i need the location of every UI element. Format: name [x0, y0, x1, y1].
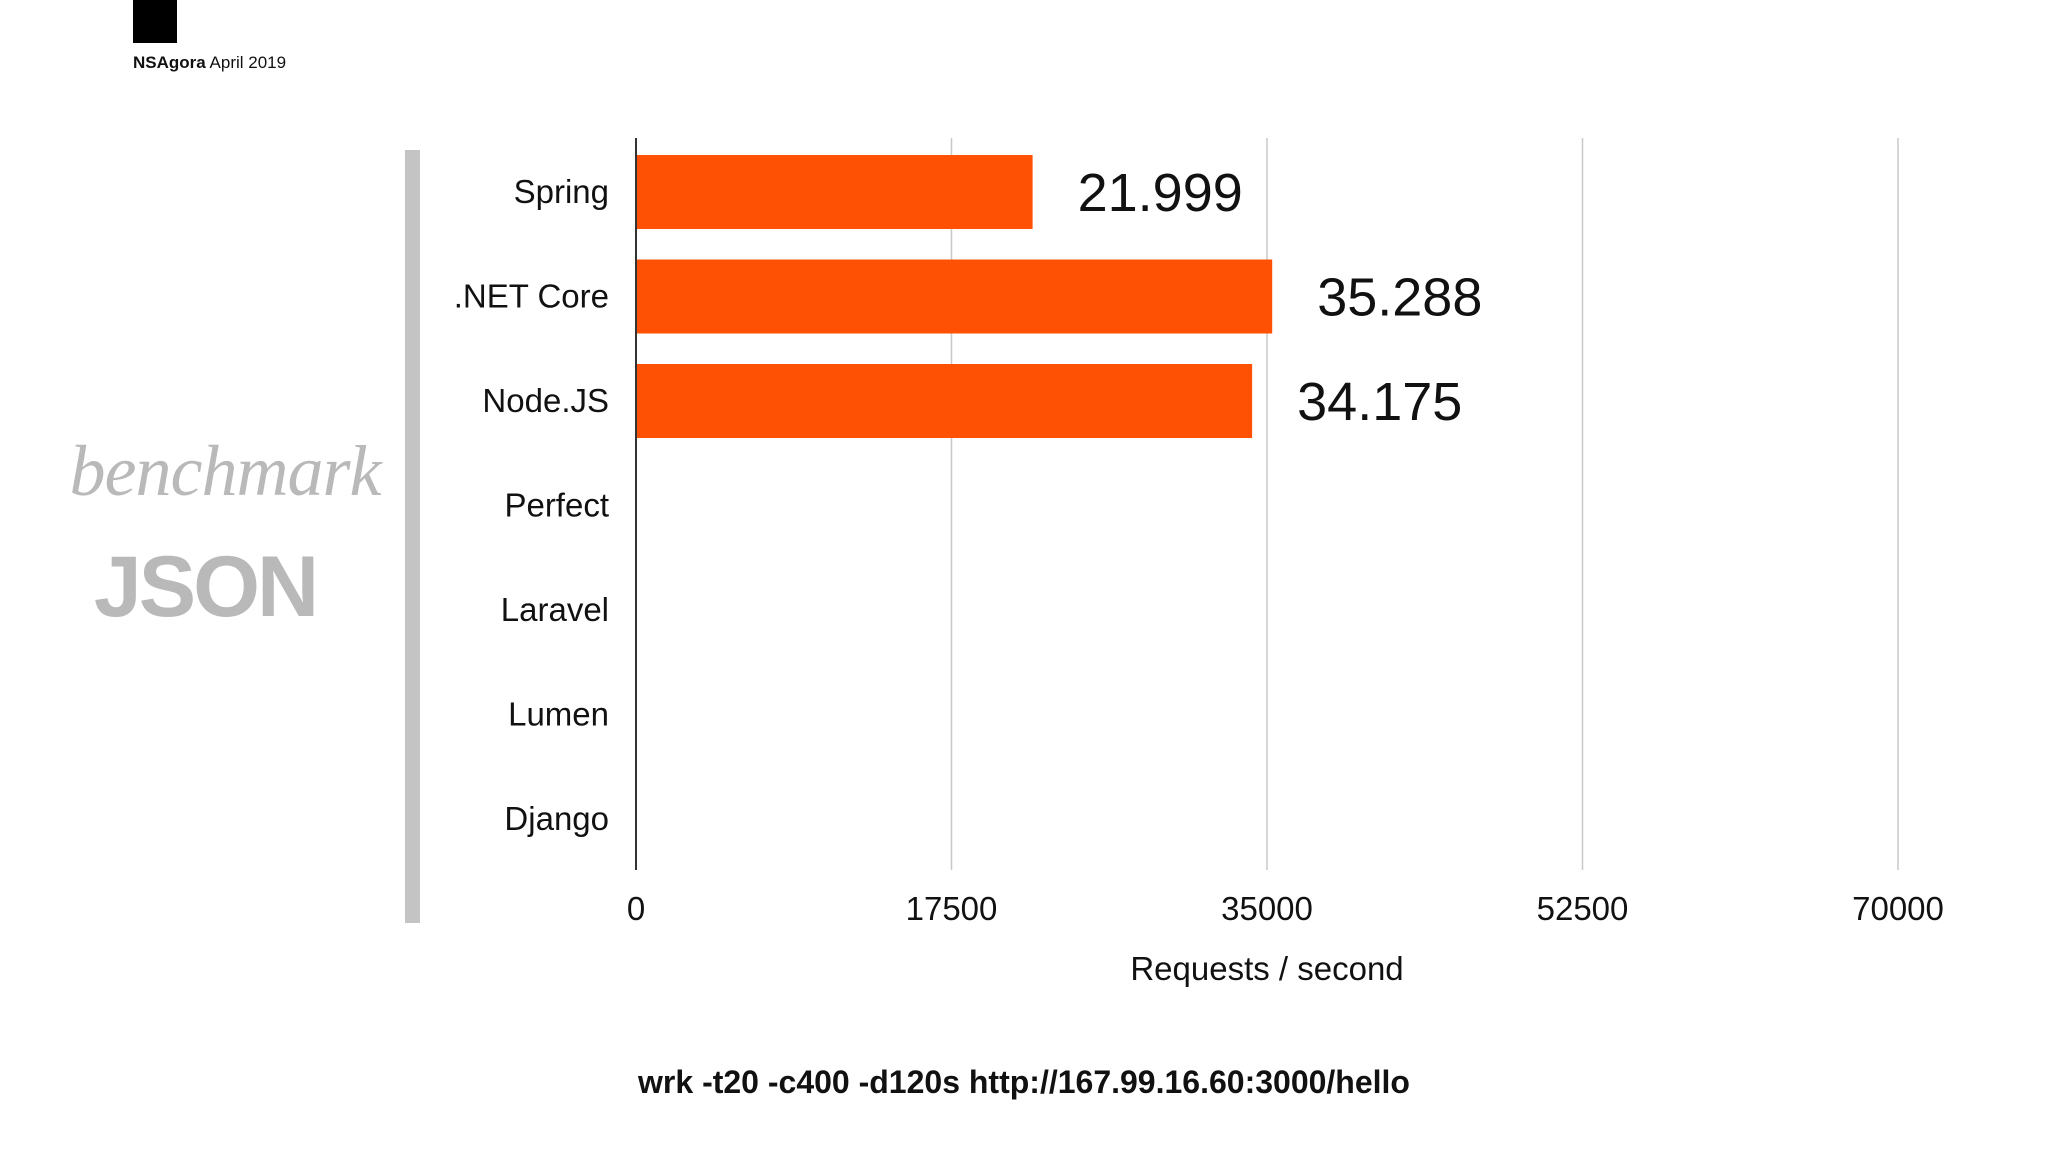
side-title-json: JSON [93, 539, 319, 635]
bar [636, 155, 1033, 229]
data-label: 21.999 [1078, 163, 1243, 223]
bar [636, 364, 1253, 438]
brand-name: NSAgora [133, 53, 206, 72]
category-label: Perfect [504, 487, 609, 524]
category-label: Node.JS [482, 382, 609, 419]
side-title-benchmark: benchmark [69, 431, 382, 511]
benchmark-command: wrk -t20 -c400 -d120s http://167.99.16.6… [638, 1064, 1410, 1100]
x-tick-label: 0 [627, 890, 645, 927]
brand-date: April 2019 [209, 53, 287, 72]
category-label: Django [504, 800, 609, 837]
x-tick-label: 70000 [1852, 890, 1944, 927]
category-label: Lumen [508, 696, 609, 733]
x-tick-label: 52500 [1537, 890, 1629, 927]
brand-logo-square [133, 0, 177, 43]
data-label: 35.288 [1317, 268, 1482, 328]
category-label: Laravel [501, 591, 609, 628]
bar [636, 259, 1273, 334]
side-accent-bar [405, 150, 420, 923]
data-label: 34.175 [1297, 372, 1462, 432]
category-label: Spring [514, 173, 609, 210]
x-tick-label: 17500 [906, 890, 998, 927]
category-label: .NET Core [454, 278, 609, 315]
brand-line: NSAgora April 2019 [133, 53, 286, 73]
x-tick-label: 35000 [1221, 890, 1313, 927]
x-axis-title: Requests / second [1130, 950, 1403, 987]
